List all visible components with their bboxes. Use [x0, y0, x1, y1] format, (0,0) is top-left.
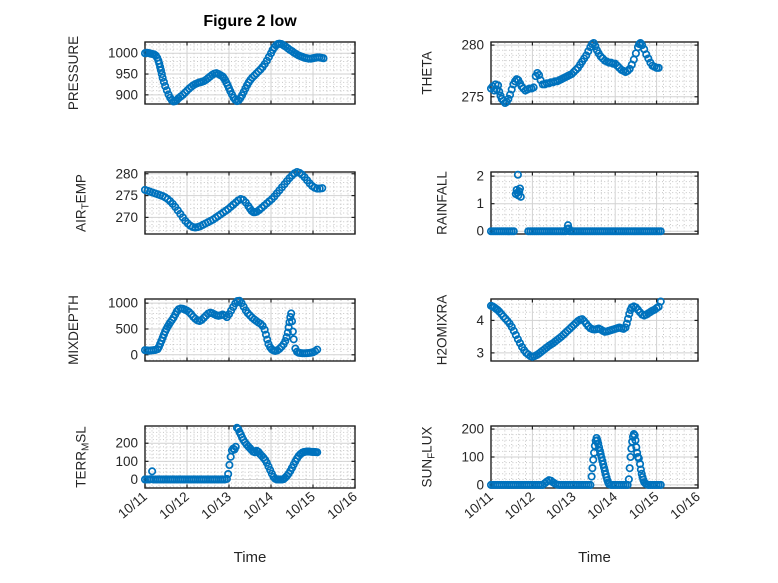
major-grid — [491, 299, 698, 361]
subplot-pressure: 900 950 1000 PRESSURE — [66, 36, 356, 110]
minor-grid — [146, 300, 354, 361]
y-tick-labels: 34 — [476, 313, 484, 360]
svg-text:1000: 1000 — [108, 296, 138, 311]
y-tick-labels: 275 280 — [461, 38, 484, 105]
scatter-markers — [140, 423, 322, 484]
svg-text:200: 200 — [461, 422, 484, 437]
scatter-markers — [140, 39, 328, 106]
svg-text:1000: 1000 — [108, 46, 138, 61]
scatter-markers — [140, 167, 327, 232]
y-tick-labels: 0 100 200 — [461, 422, 484, 493]
y-tick-labels: 0 100 200 — [115, 436, 138, 487]
axes-box — [144, 171, 356, 235]
plot-canvas: 0 500 1000 MIXDEPTH — [66, 295, 356, 365]
svg-text:10/14: 10/14 — [240, 489, 276, 523]
svg-text:270: 270 — [115, 210, 138, 225]
tick-marks — [144, 42, 356, 104]
svg-text:275: 275 — [115, 188, 138, 203]
y-axis-label: AIRTEMP — [74, 174, 92, 232]
svg-text:100: 100 — [115, 454, 138, 469]
subplot-terr-msl: 0 100 200 TERRMSL 10/11 10/12 10/13 10/14 10/15 1… — [74, 423, 360, 522]
svg-text:10/11: 10/11 — [461, 489, 496, 522]
y-tick-labels: 270 275 280 — [115, 166, 138, 225]
svg-text:0: 0 — [130, 472, 138, 487]
svg-text:0: 0 — [130, 347, 138, 362]
svg-text:10/15: 10/15 — [626, 489, 662, 522]
svg-text:10/13: 10/13 — [198, 489, 234, 522]
scatter-markers — [486, 38, 663, 108]
y-axis-label: TERRMSL — [74, 426, 92, 488]
y-axis-label: H2OMIXRA — [435, 295, 450, 366]
svg-text:1: 1 — [476, 196, 484, 211]
svg-text:0: 0 — [476, 477, 484, 492]
svg-text:280: 280 — [115, 166, 138, 181]
y-axis-label: PRESSURE — [66, 36, 81, 110]
scatter-markers — [140, 296, 322, 358]
subplot-h2omixra: 3 4 H2OMIXRA — [435, 295, 699, 365]
svg-text:10/15: 10/15 — [282, 489, 318, 522]
svg-text:500: 500 — [115, 321, 138, 336]
svg-text:280: 280 — [461, 38, 484, 53]
y-axis-label: SUNFLUX — [420, 427, 438, 488]
major-grid — [145, 42, 355, 104]
plot-canvas: 270 275 280 AIRTEMP — [74, 166, 356, 235]
x-axis-label-right: Time — [578, 549, 611, 566]
svg-text:3: 3 — [476, 345, 484, 360]
minor-grid — [492, 173, 697, 233]
subplot-sun-flux: 0 100 200 SUNFLUX 10/11 10/12 10/13 10/14 10/15 1… — [420, 422, 703, 522]
axes-box — [144, 298, 356, 362]
y-axis-label: RAINFALL — [435, 171, 450, 235]
svg-text:100: 100 — [461, 450, 484, 465]
subplot-mixdepth: 0 500 1000 MIXDEPTH — [66, 295, 356, 365]
svg-text:200: 200 — [115, 436, 138, 451]
svg-text:10/14: 10/14 — [585, 489, 621, 523]
svg-text:275: 275 — [461, 89, 484, 104]
tick-marks — [144, 299, 356, 361]
svg-text:0: 0 — [476, 224, 484, 239]
plot-canvas: 0 100 200 TERRMSL 10/11 10/12 10/13 10/14 10/15 1… — [74, 423, 360, 522]
subplot-air-temp: 270 275 280 AIRTEMP — [74, 166, 356, 235]
scatter-markers — [486, 430, 665, 489]
axes-box — [144, 41, 356, 105]
tick-marks — [144, 426, 356, 488]
axes-box — [490, 298, 699, 362]
subplot-theta: 275 280 THETA — [420, 38, 699, 108]
plot-canvas: 275 280 THETA — [420, 38, 699, 108]
plot-canvas: 900 950 1000 PRESSURE — [66, 36, 356, 110]
svg-text:10/16: 10/16 — [324, 489, 360, 522]
svg-text:4: 4 — [476, 313, 484, 328]
x-tick-labels: 10/11 10/12 10/13 10/14 10/15 10/16 — [461, 489, 703, 523]
y-tick-labels: 0 1 2 — [476, 169, 484, 239]
subplot-rainfall: 0 1 2 RAINFALL — [435, 169, 699, 239]
minor-grid — [146, 427, 354, 488]
svg-text:10/16: 10/16 — [667, 489, 703, 522]
axes-box — [144, 425, 356, 489]
svg-text:2: 2 — [476, 169, 484, 184]
tick-marks — [490, 299, 699, 361]
plot-canvas: 0 1 2 RAINFALL — [435, 169, 699, 239]
svg-text:900: 900 — [115, 87, 138, 102]
svg-text:10/12: 10/12 — [156, 489, 192, 522]
scatter-markers — [486, 170, 665, 236]
y-tick-labels: 900 950 1000 — [108, 46, 138, 103]
svg-text:10/12: 10/12 — [502, 489, 538, 522]
y-tick-labels: 0 500 1000 — [108, 296, 138, 363]
scatter-markers — [486, 297, 665, 361]
svg-text:10/11: 10/11 — [115, 489, 150, 522]
tick-marks — [144, 172, 356, 234]
x-tick-labels: 10/11 10/12 10/13 10/14 10/15 10/16 — [115, 489, 360, 523]
svg-text:950: 950 — [115, 67, 138, 82]
plot-canvas: 0 100 200 SUNFLUX 10/11 10/12 10/13 10/14 10/15 1… — [420, 422, 703, 522]
tick-marks — [490, 42, 699, 104]
figure-title: Figure 2 low — [203, 13, 297, 30]
svg-text:10/13: 10/13 — [543, 489, 579, 522]
y-axis-label: THETA — [420, 51, 435, 94]
x-axis-label-left: Time — [233, 549, 267, 566]
y-axis-label: MIXDEPTH — [66, 295, 81, 365]
